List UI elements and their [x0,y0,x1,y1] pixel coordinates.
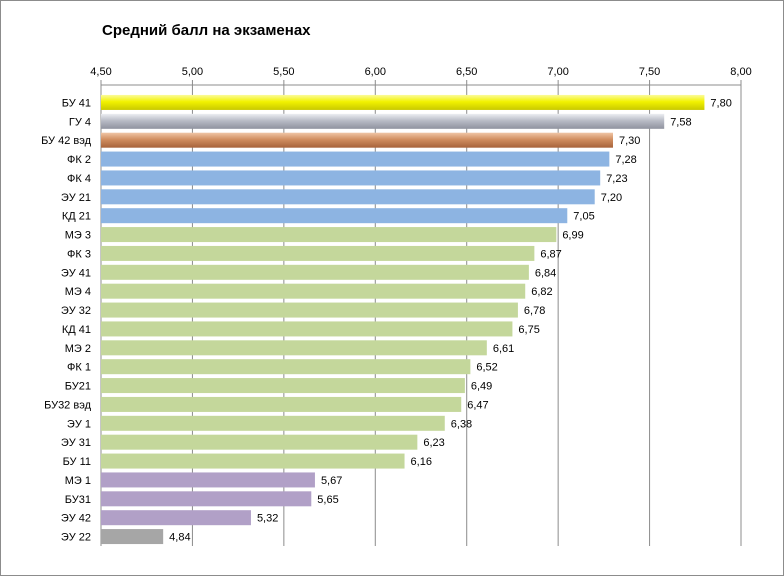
bar [101,132,613,148]
data-label: 6,38 [451,418,472,430]
category-label: ЭУ 31 [61,437,91,449]
data-label: 6,87 [540,248,561,260]
data-label: 7,30 [619,135,640,147]
data-label: 5,65 [317,494,338,506]
data-label: 5,67 [321,475,342,487]
category-label: КД 21 [62,211,91,223]
data-label: 5,32 [257,513,278,525]
category-label: БУ21 [65,381,91,393]
bar [101,321,513,337]
category-label: БУ32 вэд [44,399,91,411]
bar [101,340,487,356]
x-tick-label: 6,00 [365,66,386,78]
data-label: 7,20 [601,192,622,204]
bar [101,434,418,450]
bar [101,113,665,129]
data-label: 6,99 [562,230,583,242]
bar [101,227,557,243]
data-label: 7,80 [710,97,731,109]
category-label: ГУ 4 [69,116,91,128]
category-label: ЭУ 32 [61,305,91,317]
x-tick-label: 5,00 [182,66,203,78]
category-label: МЭ 1 [65,475,91,487]
category-label: ФК 1 [67,362,91,374]
x-tick-label: 5,50 [273,66,294,78]
bar [101,415,445,431]
bar [101,151,610,167]
data-label: 6,52 [476,362,497,374]
bar [101,491,312,507]
chart-title: Средний балл на экзаменах [102,22,311,39]
x-tick-label: 6,50 [456,66,477,78]
category-label: ЭУ 41 [61,267,91,279]
bar [101,189,595,205]
data-label: 6,84 [535,267,556,279]
bar [101,170,601,186]
data-label: 6,23 [423,437,444,449]
data-label: 7,58 [670,116,691,128]
category-label: ЭУ 22 [61,532,91,544]
category-label: ФК 2 [67,154,91,166]
x-tick-label: 7,50 [639,66,660,78]
x-tick-label: 8,00 [730,66,751,78]
category-label: ЭУ 21 [61,192,91,204]
bar [101,396,462,412]
data-label: 4,84 [169,532,190,544]
category-label: МЭ 2 [65,343,91,355]
bar [101,245,535,261]
data-label: 7,05 [573,211,594,223]
data-label: 6,61 [493,343,514,355]
bar [101,302,518,318]
data-label: 6,82 [531,286,552,298]
bar [101,283,526,299]
data-label: 6,16 [411,456,432,468]
category-label: МЭ 3 [65,230,91,242]
category-label: КД 41 [62,324,91,336]
bar [101,453,405,469]
data-label: 6,78 [524,305,545,317]
category-label: ЭУ 42 [61,513,91,525]
data-label: 6,75 [518,324,539,336]
x-tick-label: 4,50 [90,66,111,78]
category-label: БУ31 [65,494,91,506]
bar [101,264,529,280]
data-label: 7,23 [606,173,627,185]
bar [101,510,251,526]
category-label: ЭУ 1 [67,418,91,430]
category-label: МЭ 4 [65,286,91,298]
data-label: 6,49 [471,381,492,393]
bar [101,378,465,394]
bar [101,359,471,375]
bar [101,208,568,224]
data-label: 7,28 [615,154,636,166]
bar [101,472,315,488]
bar [101,529,164,545]
category-label: БУ 11 [63,456,91,468]
x-tick-label: 7,00 [547,66,568,78]
category-label: БУ 41 [62,97,91,109]
category-label: БУ 42 вэд [41,135,92,147]
bar [101,94,705,110]
data-label: 6,47 [467,399,488,411]
category-label: ФК 4 [67,173,91,185]
category-label: ФК 3 [67,248,91,260]
